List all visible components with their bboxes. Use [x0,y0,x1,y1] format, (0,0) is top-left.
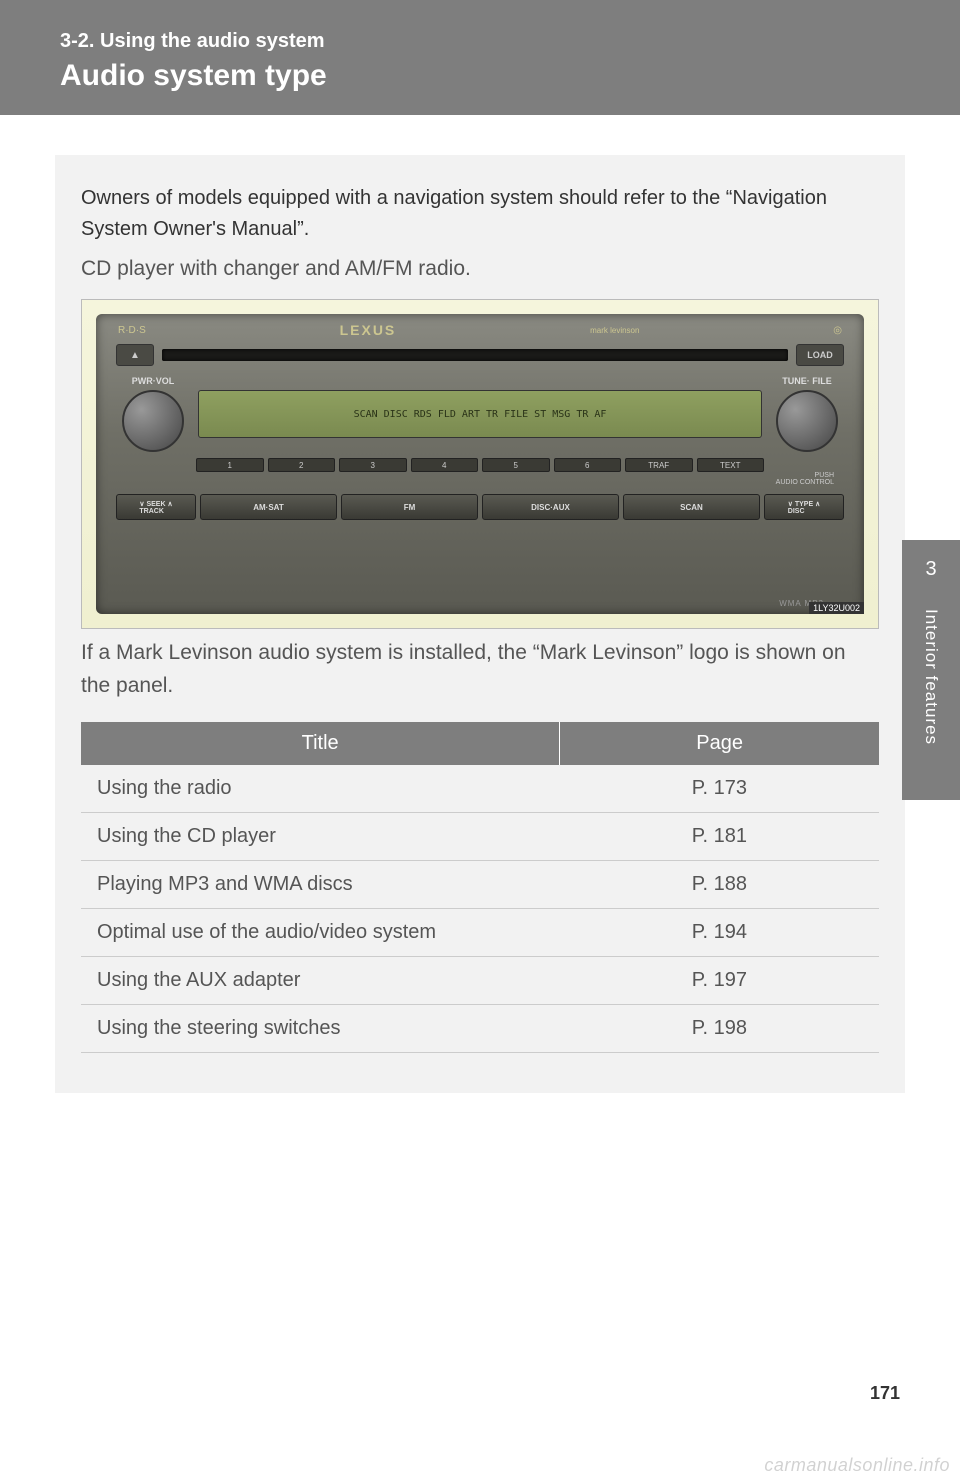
scan-button[interactable]: SCAN [623,494,760,520]
preset-2[interactable]: 2 [268,458,336,472]
th-page: Page [560,722,879,765]
page-header: 3-2. Using the audio system Audio system… [0,0,960,115]
preset-6[interactable]: 6 [554,458,622,472]
intro-regular: CD player with changer and AM/FM radio. [81,257,879,281]
table-row: Using the radio P. 173 [81,765,879,813]
audio-control-label: PUSH AUDIO CONTROL [96,472,864,486]
tune-file-label: TUNE· FILE [776,376,838,386]
watermark: carmanualsonline.info [764,1455,950,1476]
page-number: 171 [870,1383,900,1404]
tune-file-knob[interactable] [776,390,838,452]
toc-title: Using the radio [81,765,560,813]
toc-table: Title Page Using the radio P. 173 Using … [81,722,879,1053]
table-row: Optimal use of the audio/video system P.… [81,909,879,957]
side-tab: 3 Interior features [902,540,960,800]
pwr-vol-knob[interactable] [122,390,184,452]
toc-page: P. 198 [560,1005,879,1053]
toc-title: Using the CD player [81,813,560,861]
load-button[interactable]: LOAD [796,344,844,366]
preset-1[interactable]: 1 [196,458,264,472]
seek-track-button[interactable]: ∨ SEEK ∧ TRACK [116,494,196,520]
rds-label: R·D·S [118,325,146,336]
brand-logo: LEXUS [340,322,397,338]
fm-button[interactable]: FM [341,494,478,520]
table-row: Using the AUX adapter P. 197 [81,957,879,1005]
intro-bold: Owners of models equipped with a navigat… [81,183,879,245]
toc-title: Optimal use of the audio/video system [81,909,560,957]
page-title: Audio system type [60,59,900,93]
content-box: Owners of models equipped with a navigat… [55,155,905,1093]
radio-panel: R·D·S LEXUS mark levinson ◎ ▲ LOAD PWR·V… [96,314,864,614]
toc-page: P. 173 [560,765,879,813]
am-sat-button[interactable]: AM·SAT [200,494,337,520]
eject-button[interactable]: ▲ [116,344,154,366]
cd-logo-icon: ◎ [833,325,842,336]
side-tab-number: 3 [925,558,936,581]
toc-page: P. 194 [560,909,879,957]
lcd-display: SCAN DISC RDS FLD ART TR FILE ST MSG TR … [198,390,762,438]
preset-traf[interactable]: TRAF [625,458,693,472]
type-disc-button[interactable]: ∨ TYPE ∧ DISC [764,494,844,520]
sub-brand: mark levinson [590,326,639,335]
table-row: Using the steering switches P. 198 [81,1005,879,1053]
side-tab-text: Interior features [921,609,941,745]
preset-text[interactable]: TEXT [697,458,765,472]
preset-5[interactable]: 5 [482,458,550,472]
table-row: Playing MP3 and WMA discs P. 188 [81,861,879,909]
disc-aux-button[interactable]: DISC·AUX [482,494,619,520]
toc-title: Playing MP3 and WMA discs [81,861,560,909]
section-number: 3-2. Using the audio system [60,30,900,53]
image-ref: 1LY32U002 [809,602,864,614]
toc-page: P. 197 [560,957,879,1005]
toc-title: Using the steering switches [81,1005,560,1053]
th-title: Title [81,722,560,765]
radio-image: R·D·S LEXUS mark levinson ◎ ▲ LOAD PWR·V… [81,299,879,629]
toc-page: P. 181 [560,813,879,861]
preset-4[interactable]: 4 [411,458,479,472]
table-row: Using the CD player P. 181 [81,813,879,861]
toc-page: P. 188 [560,861,879,909]
toc-title: Using the AUX adapter [81,957,560,1005]
cd-slot [162,349,788,361]
image-caption: If a Mark Levinson audio system is insta… [81,637,879,702]
pwr-vol-label: PWR·VOL [122,376,184,386]
preset-3[interactable]: 3 [339,458,407,472]
